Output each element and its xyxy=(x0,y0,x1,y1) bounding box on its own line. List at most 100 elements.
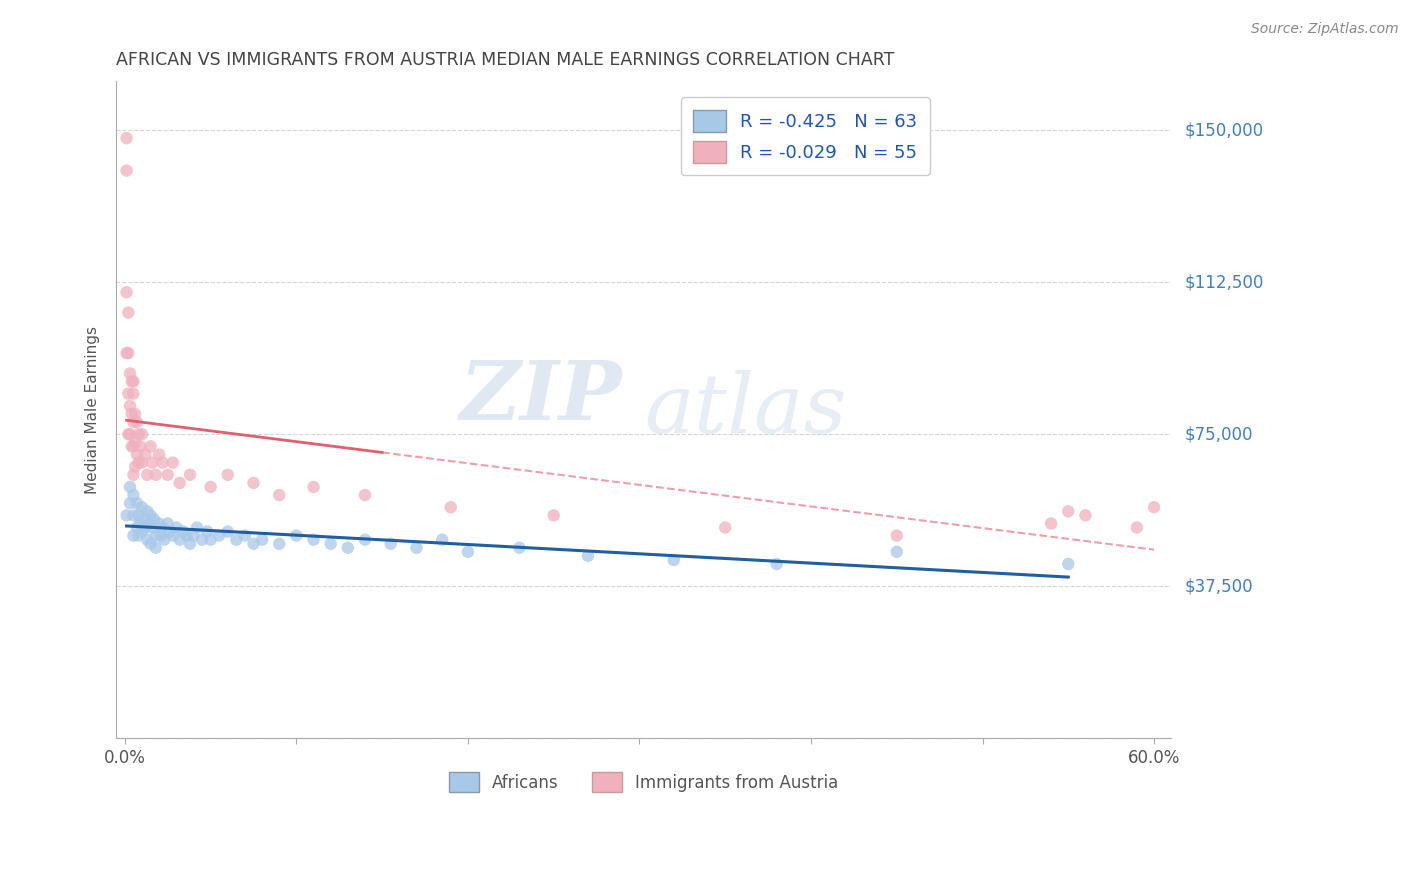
Legend: Africans, Immigrants from Austria: Africans, Immigrants from Austria xyxy=(439,762,849,803)
Point xyxy=(156,516,179,531)
Text: AFRICAN VS IMMIGRANTS FROM AUSTRIA MEDIAN MALE EARNINGS CORRELATION CHART: AFRICAN VS IMMIGRANTS FROM AUSTRIA MEDIA… xyxy=(117,51,894,69)
Point xyxy=(139,439,162,453)
Point xyxy=(139,508,162,523)
Point xyxy=(1057,557,1080,571)
Point xyxy=(122,467,145,482)
Point xyxy=(143,512,166,526)
Point xyxy=(179,537,201,551)
Point xyxy=(145,541,167,555)
Point xyxy=(233,528,256,542)
Point xyxy=(302,480,325,494)
Point xyxy=(886,545,908,559)
Point xyxy=(302,533,325,547)
Point xyxy=(217,467,239,482)
Point xyxy=(285,528,308,542)
Point xyxy=(141,520,163,534)
Point xyxy=(1057,504,1080,518)
Point xyxy=(172,524,194,539)
Point xyxy=(121,439,143,453)
Point xyxy=(156,467,179,482)
Point xyxy=(141,456,163,470)
Point xyxy=(430,533,453,547)
Point xyxy=(136,533,159,547)
Point xyxy=(765,557,787,571)
Point xyxy=(134,448,156,462)
Point xyxy=(117,427,139,442)
Point xyxy=(122,439,145,453)
Point xyxy=(886,528,908,542)
Text: $112,500: $112,500 xyxy=(1185,273,1264,291)
Point xyxy=(217,524,239,539)
Point xyxy=(129,516,152,531)
Point xyxy=(250,533,273,547)
Point xyxy=(145,528,167,542)
Point xyxy=(131,500,153,515)
Text: atlas: atlas xyxy=(644,370,846,450)
Point xyxy=(148,448,170,462)
Point xyxy=(242,537,264,551)
Point xyxy=(208,528,231,542)
Point xyxy=(269,488,291,502)
Point xyxy=(125,448,148,462)
Point xyxy=(183,528,205,542)
Point xyxy=(195,524,218,539)
Point xyxy=(191,533,214,547)
Point xyxy=(662,553,685,567)
Point xyxy=(136,467,159,482)
Point xyxy=(1126,520,1149,534)
Point xyxy=(354,533,377,547)
Point xyxy=(122,508,145,523)
Point xyxy=(508,541,530,555)
Point xyxy=(124,435,146,450)
Point xyxy=(117,346,139,360)
Point xyxy=(576,549,599,563)
Point xyxy=(1040,516,1063,531)
Point xyxy=(117,305,139,319)
Point xyxy=(118,367,141,381)
Point xyxy=(124,407,146,421)
Point xyxy=(336,541,359,555)
Text: Source: ZipAtlas.com: Source: ZipAtlas.com xyxy=(1251,22,1399,37)
Point xyxy=(122,528,145,542)
Point xyxy=(118,399,141,413)
Point xyxy=(125,520,148,534)
Point xyxy=(124,459,146,474)
Point xyxy=(131,427,153,442)
Point xyxy=(131,524,153,539)
Point xyxy=(115,285,138,300)
Point xyxy=(162,528,184,542)
Point xyxy=(118,496,141,510)
Point xyxy=(179,467,201,482)
Point xyxy=(121,375,143,389)
Point xyxy=(165,520,187,534)
Point xyxy=(269,537,291,551)
Point xyxy=(1143,500,1166,515)
Point xyxy=(118,427,141,442)
Point xyxy=(162,456,184,470)
Point xyxy=(225,533,247,547)
Point xyxy=(139,537,162,551)
Point xyxy=(129,439,152,453)
Point xyxy=(153,533,176,547)
Text: ZIP: ZIP xyxy=(460,357,623,437)
Point xyxy=(169,533,191,547)
Point xyxy=(380,537,402,551)
Point xyxy=(128,456,150,470)
Point xyxy=(440,500,463,515)
Point xyxy=(149,528,172,542)
Point xyxy=(117,386,139,401)
Point xyxy=(128,528,150,542)
Point xyxy=(186,520,208,534)
Point xyxy=(128,427,150,442)
Point xyxy=(242,475,264,490)
Point xyxy=(115,131,138,145)
Point xyxy=(122,375,145,389)
Point xyxy=(176,528,198,542)
Text: $37,500: $37,500 xyxy=(1185,577,1254,595)
Text: $75,000: $75,000 xyxy=(1185,425,1254,443)
Point xyxy=(543,508,565,523)
Point xyxy=(354,488,377,502)
Point xyxy=(145,467,167,482)
Point xyxy=(122,488,145,502)
Point xyxy=(115,163,138,178)
